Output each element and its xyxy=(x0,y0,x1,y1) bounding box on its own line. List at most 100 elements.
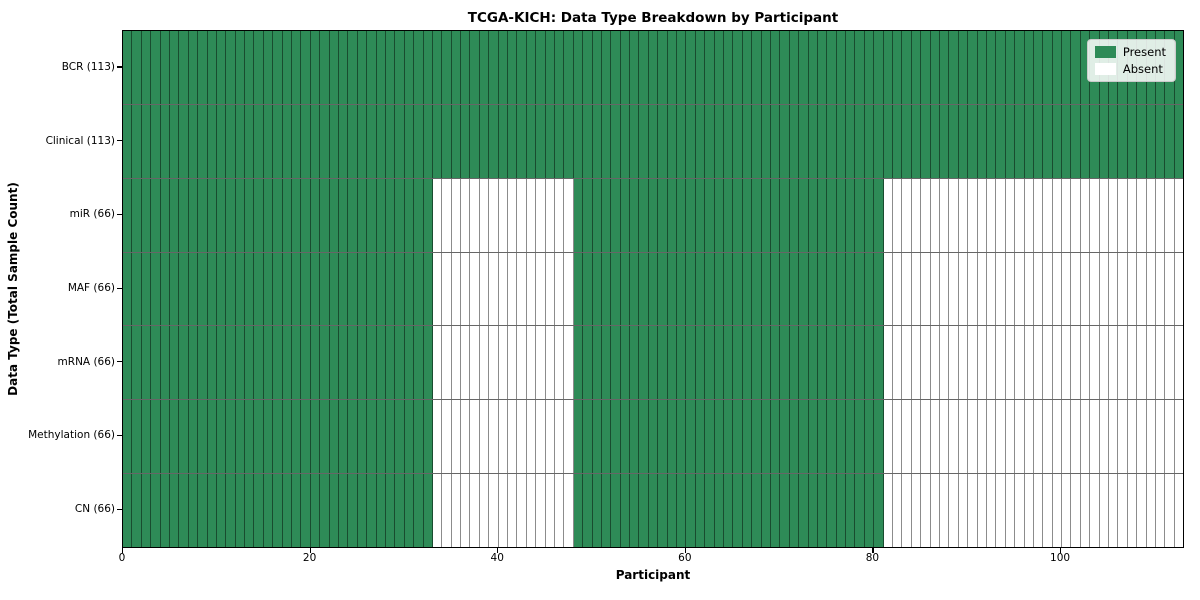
cell-present xyxy=(338,104,349,178)
cell-absent xyxy=(1109,178,1119,252)
cell-absent xyxy=(958,326,969,400)
cell-present xyxy=(207,400,217,474)
cell-present xyxy=(770,400,781,474)
cell-present xyxy=(742,474,753,548)
cell-absent xyxy=(1137,252,1147,326)
cell-present xyxy=(799,474,809,548)
cell-present xyxy=(611,252,621,326)
cell-present xyxy=(198,400,208,474)
cell-present xyxy=(423,178,433,252)
cell-present xyxy=(705,326,715,400)
cell-present xyxy=(329,178,339,252)
cell-present xyxy=(986,31,997,104)
cell-absent xyxy=(536,474,546,548)
cell-present xyxy=(761,474,771,548)
cell-present xyxy=(536,31,546,104)
cell-present xyxy=(724,104,734,178)
cell-present xyxy=(930,31,940,104)
cell-present xyxy=(836,252,847,326)
x-tick-mark xyxy=(872,547,874,553)
cell-absent xyxy=(554,252,565,326)
cell-present xyxy=(864,326,875,400)
x-tick-mark xyxy=(122,547,124,553)
cell-present xyxy=(611,474,621,548)
cell-absent xyxy=(1146,252,1156,326)
cell-present xyxy=(677,326,687,400)
cell-present xyxy=(733,178,743,252)
cell-present xyxy=(827,326,837,400)
cell-present xyxy=(254,178,264,252)
cell-present xyxy=(733,252,743,326)
cell-present xyxy=(799,252,809,326)
cell-present xyxy=(414,104,424,178)
cell-absent xyxy=(1127,252,1138,326)
cell-present xyxy=(883,31,894,104)
cell-present xyxy=(141,326,152,400)
cell-present xyxy=(761,252,771,326)
cell-absent xyxy=(451,474,462,548)
cell-present xyxy=(198,474,208,548)
cell-present xyxy=(686,326,696,400)
cell-present xyxy=(310,31,321,104)
cell-absent xyxy=(442,252,452,326)
cell-present xyxy=(245,400,255,474)
cell-present xyxy=(160,31,170,104)
cell-absent xyxy=(1155,178,1166,252)
cell-absent xyxy=(432,400,443,474)
cell-absent xyxy=(883,252,894,326)
cell-present xyxy=(874,31,884,104)
cell-present xyxy=(968,31,978,104)
cell-present xyxy=(320,474,330,548)
cell-absent xyxy=(432,326,443,400)
cell-present xyxy=(667,252,678,326)
cell-present xyxy=(1015,31,1025,104)
cell-present xyxy=(573,252,584,326)
cell-present xyxy=(198,178,208,252)
cell-absent xyxy=(479,178,490,252)
cell-present xyxy=(836,104,847,178)
cell-present xyxy=(151,326,161,400)
cell-present xyxy=(404,252,415,326)
cell-present xyxy=(817,178,828,252)
cell-present xyxy=(648,252,659,326)
cell-absent xyxy=(517,326,527,400)
cell-present xyxy=(658,31,668,104)
cell-present xyxy=(404,178,415,252)
cell-absent xyxy=(554,400,565,474)
cell-present xyxy=(414,252,424,326)
cell-present xyxy=(1015,104,1025,178)
cell-present xyxy=(846,474,856,548)
cell-absent xyxy=(564,400,574,474)
cell-absent xyxy=(517,400,527,474)
cell-present xyxy=(714,400,724,474)
cell-present xyxy=(329,252,339,326)
cell-present xyxy=(667,31,678,104)
cell-present xyxy=(752,104,762,178)
cell-present xyxy=(620,104,631,178)
cell-absent xyxy=(498,400,509,474)
cell-present xyxy=(423,474,433,548)
cell-absent xyxy=(958,252,969,326)
cell-present xyxy=(564,104,574,178)
heat-row xyxy=(123,474,1184,548)
cell-present xyxy=(254,252,264,326)
cell-absent xyxy=(1043,326,1053,400)
cell-present xyxy=(770,252,781,326)
cell-present xyxy=(188,252,199,326)
heat-row xyxy=(123,252,1184,327)
cell-present xyxy=(836,326,847,400)
cell-absent xyxy=(498,474,509,548)
cell-present xyxy=(245,104,255,178)
cell-absent xyxy=(545,474,555,548)
cell-absent xyxy=(1024,326,1034,400)
y-tick-label: mRNA (66) xyxy=(57,355,115,368)
cell-present xyxy=(752,400,762,474)
cell-present xyxy=(273,474,283,548)
cell-absent xyxy=(470,474,480,548)
cell-absent xyxy=(1109,326,1119,400)
cell-absent xyxy=(1137,400,1147,474)
cell-present xyxy=(263,400,274,474)
cell-absent xyxy=(996,474,1006,548)
cell-present xyxy=(639,252,649,326)
heat-row xyxy=(123,104,1184,179)
